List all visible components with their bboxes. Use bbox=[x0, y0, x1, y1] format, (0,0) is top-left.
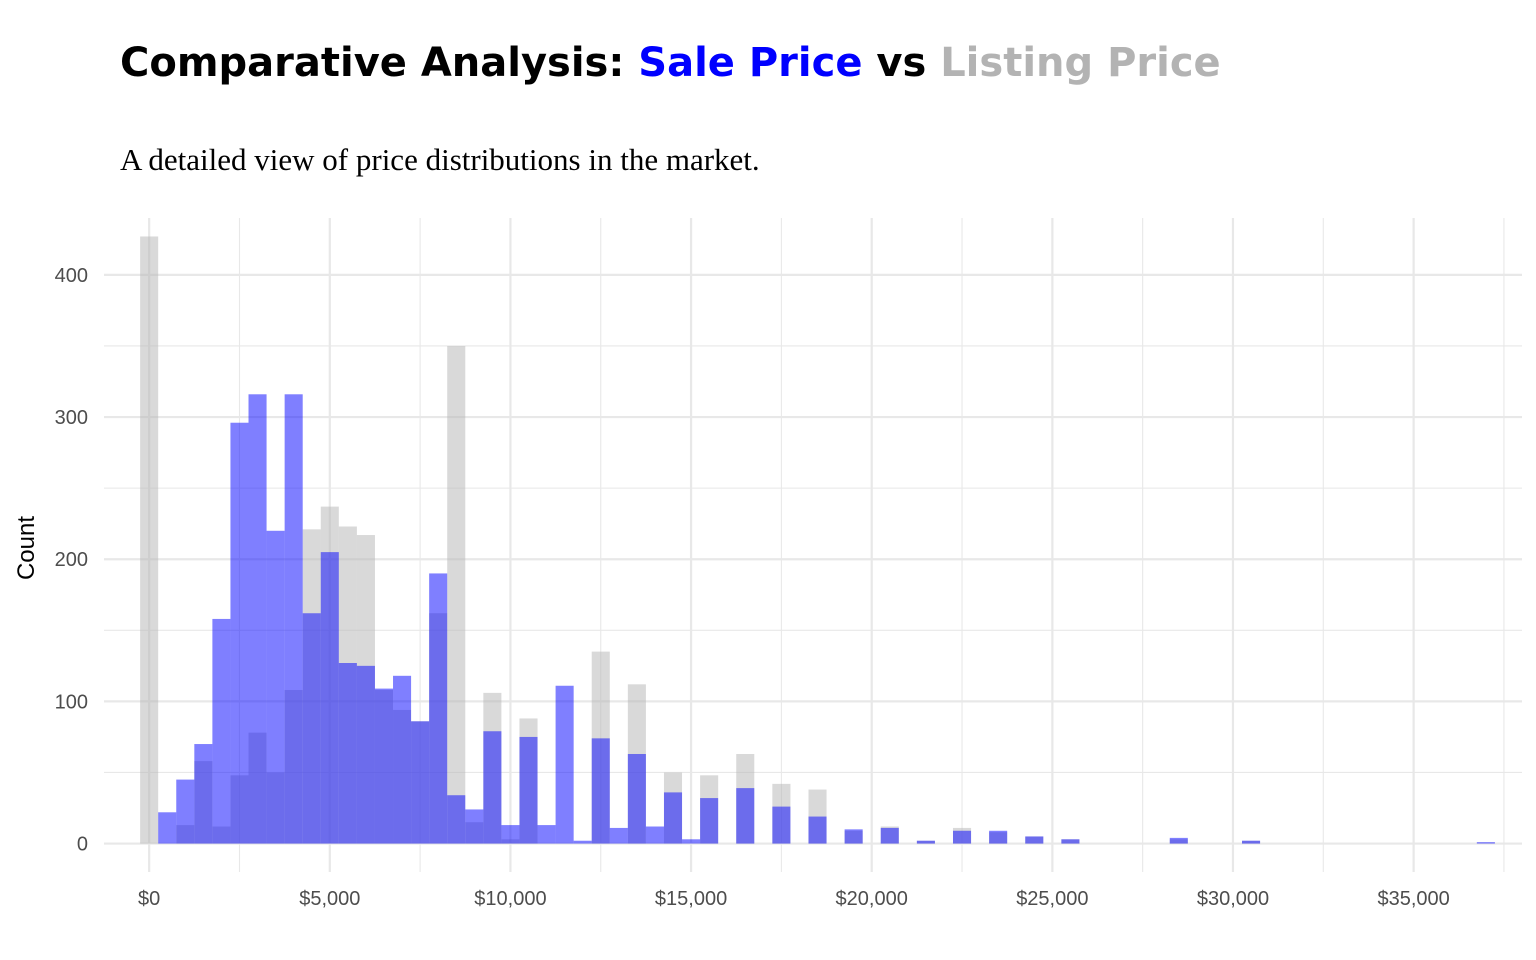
sale-price-bar bbox=[320, 552, 339, 844]
sale-price-bar bbox=[880, 827, 899, 844]
sale-price-bar bbox=[248, 394, 267, 844]
sale-price-bar bbox=[1025, 836, 1044, 844]
x-tick-label: $35,000 bbox=[1377, 888, 1449, 910]
sale-price-bar bbox=[573, 840, 592, 844]
y-axis-label: Count bbox=[13, 516, 40, 580]
x-tick-label: $20,000 bbox=[836, 888, 908, 910]
x-tick-label: $10,000 bbox=[474, 888, 546, 910]
sale-price-bar bbox=[302, 613, 321, 844]
y-tick-label: 300 bbox=[55, 407, 88, 429]
sale-price-bar bbox=[844, 829, 863, 844]
sale-price-bar bbox=[663, 792, 683, 844]
x-tick-label: $30,000 bbox=[1197, 888, 1269, 910]
sale-price-bar bbox=[483, 731, 502, 844]
sale-price-bar bbox=[519, 736, 538, 844]
sale-price-bar bbox=[1169, 837, 1188, 844]
sale-price-bar bbox=[501, 825, 520, 844]
sale-price-bar bbox=[194, 744, 213, 844]
sale-price-bar bbox=[447, 795, 466, 844]
sale-price-bar bbox=[627, 753, 646, 844]
sale-price-bar bbox=[212, 618, 231, 844]
sale-price-bar bbox=[1476, 842, 1495, 844]
sale-price-bar bbox=[1061, 839, 1080, 844]
sale-price-bar bbox=[411, 721, 430, 844]
histogram-bars bbox=[140, 236, 1495, 844]
sale-price-bar bbox=[591, 738, 610, 844]
sale-price-bar bbox=[230, 422, 249, 844]
sale-price-bar bbox=[952, 830, 972, 844]
sale-price-bar bbox=[772, 806, 791, 844]
x-tick-label: $15,000 bbox=[655, 888, 727, 910]
sale-price-bar bbox=[338, 663, 357, 844]
sale-price-bar bbox=[393, 675, 412, 844]
sale-price-bar bbox=[645, 826, 664, 844]
sale-price-bar bbox=[989, 830, 1008, 844]
x-tick-label: $25,000 bbox=[1016, 888, 1088, 910]
chart-title: Comparative Analysis: Sale Price vs List… bbox=[120, 40, 1221, 86]
sale-price-bar bbox=[609, 827, 628, 844]
y-tick-label: 100 bbox=[55, 691, 88, 713]
x-tick-label: $0 bbox=[138, 888, 160, 910]
sale-price-bar bbox=[916, 840, 935, 844]
sale-price-bar bbox=[284, 394, 303, 844]
sale-price-bar bbox=[700, 798, 719, 844]
title-vs: vs bbox=[862, 40, 941, 86]
sale-price-bar bbox=[374, 688, 394, 844]
sale-price-bar bbox=[429, 573, 448, 844]
chart-subtitle: A detailed view of price distributions i… bbox=[120, 142, 760, 177]
y-tick-label: 0 bbox=[77, 834, 88, 856]
sale-price-bar bbox=[736, 788, 755, 844]
sale-price-bar bbox=[537, 825, 556, 844]
sale-price-bar bbox=[465, 809, 484, 844]
sale-price-bar bbox=[555, 685, 574, 844]
listing-price-bar bbox=[447, 345, 466, 844]
sale-price-bar bbox=[158, 812, 177, 844]
title-prefix: Comparative Analysis: bbox=[120, 40, 639, 86]
title-sale-price: Sale Price bbox=[638, 40, 863, 86]
sale-price-bar bbox=[1242, 840, 1261, 844]
sale-price-bar bbox=[356, 665, 375, 844]
title-listing-price: Listing Price bbox=[940, 40, 1221, 86]
sale-price-bar bbox=[682, 839, 701, 844]
y-tick-label: 200 bbox=[55, 549, 88, 571]
y-tick-label: 400 bbox=[55, 265, 88, 287]
axis-labels: 0 100 200 300 400 $0 $5,000 $10,000 $15,000 $20,0… bbox=[55, 265, 1450, 910]
sale-price-bar bbox=[808, 816, 827, 844]
x-tick-label: $5,000 bbox=[299, 888, 360, 910]
sale-price-bar bbox=[176, 779, 195, 844]
listing-price-bar bbox=[140, 236, 159, 844]
sale-price-bar bbox=[266, 530, 285, 844]
